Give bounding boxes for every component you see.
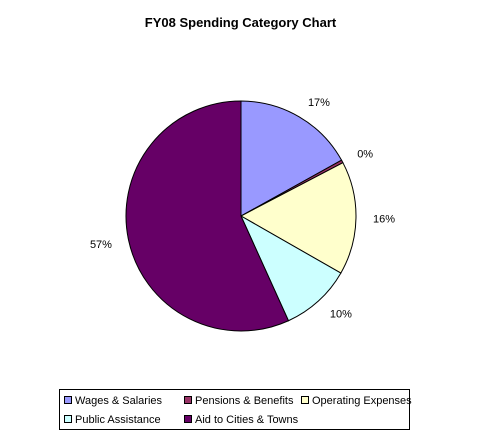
legend-label: Aid to Cities & Towns <box>195 414 299 426</box>
legend-item-operating-expenses: Operating Expenses <box>301 394 412 408</box>
legend-swatch <box>184 396 192 405</box>
chart-legend: Wages & Salaries Pensions & Benefits Ope… <box>59 389 412 430</box>
legend-swatch <box>64 396 72 405</box>
slice-label-2: 16% <box>373 213 395 225</box>
legend-item-pensions-benefits: Pensions & Benefits <box>184 394 293 408</box>
legend-swatch <box>64 415 72 424</box>
slice-label-3: 10% <box>330 309 352 321</box>
legend-label: Operating Expenses <box>312 395 412 407</box>
legend-item-public-assistance: Public Assistance <box>64 413 161 427</box>
legend-label: Pensions & Benefits <box>195 395 294 407</box>
legend-swatch <box>184 415 192 424</box>
chart-title: FY08 Spending Category Chart <box>144 15 337 30</box>
pie-slice-2 <box>239 162 357 274</box>
legend-label: Public Assistance <box>75 414 161 426</box>
legend-swatch <box>301 396 309 405</box>
slice-label-0: 17% <box>308 97 330 109</box>
legend-item-aid-cities-towns: Aid to Cities & Towns <box>184 413 298 427</box>
legend-item-wages-salaries: Wages & Salaries <box>64 394 162 408</box>
slice-label-4: 57% <box>90 239 112 251</box>
slice-label-1: 0% <box>357 148 373 160</box>
pie-slice-0 <box>240 100 343 217</box>
pie-slice-4 <box>125 100 290 332</box>
legend-label: Wages & Salaries <box>75 395 163 407</box>
pie-slice-3 <box>239 214 342 322</box>
